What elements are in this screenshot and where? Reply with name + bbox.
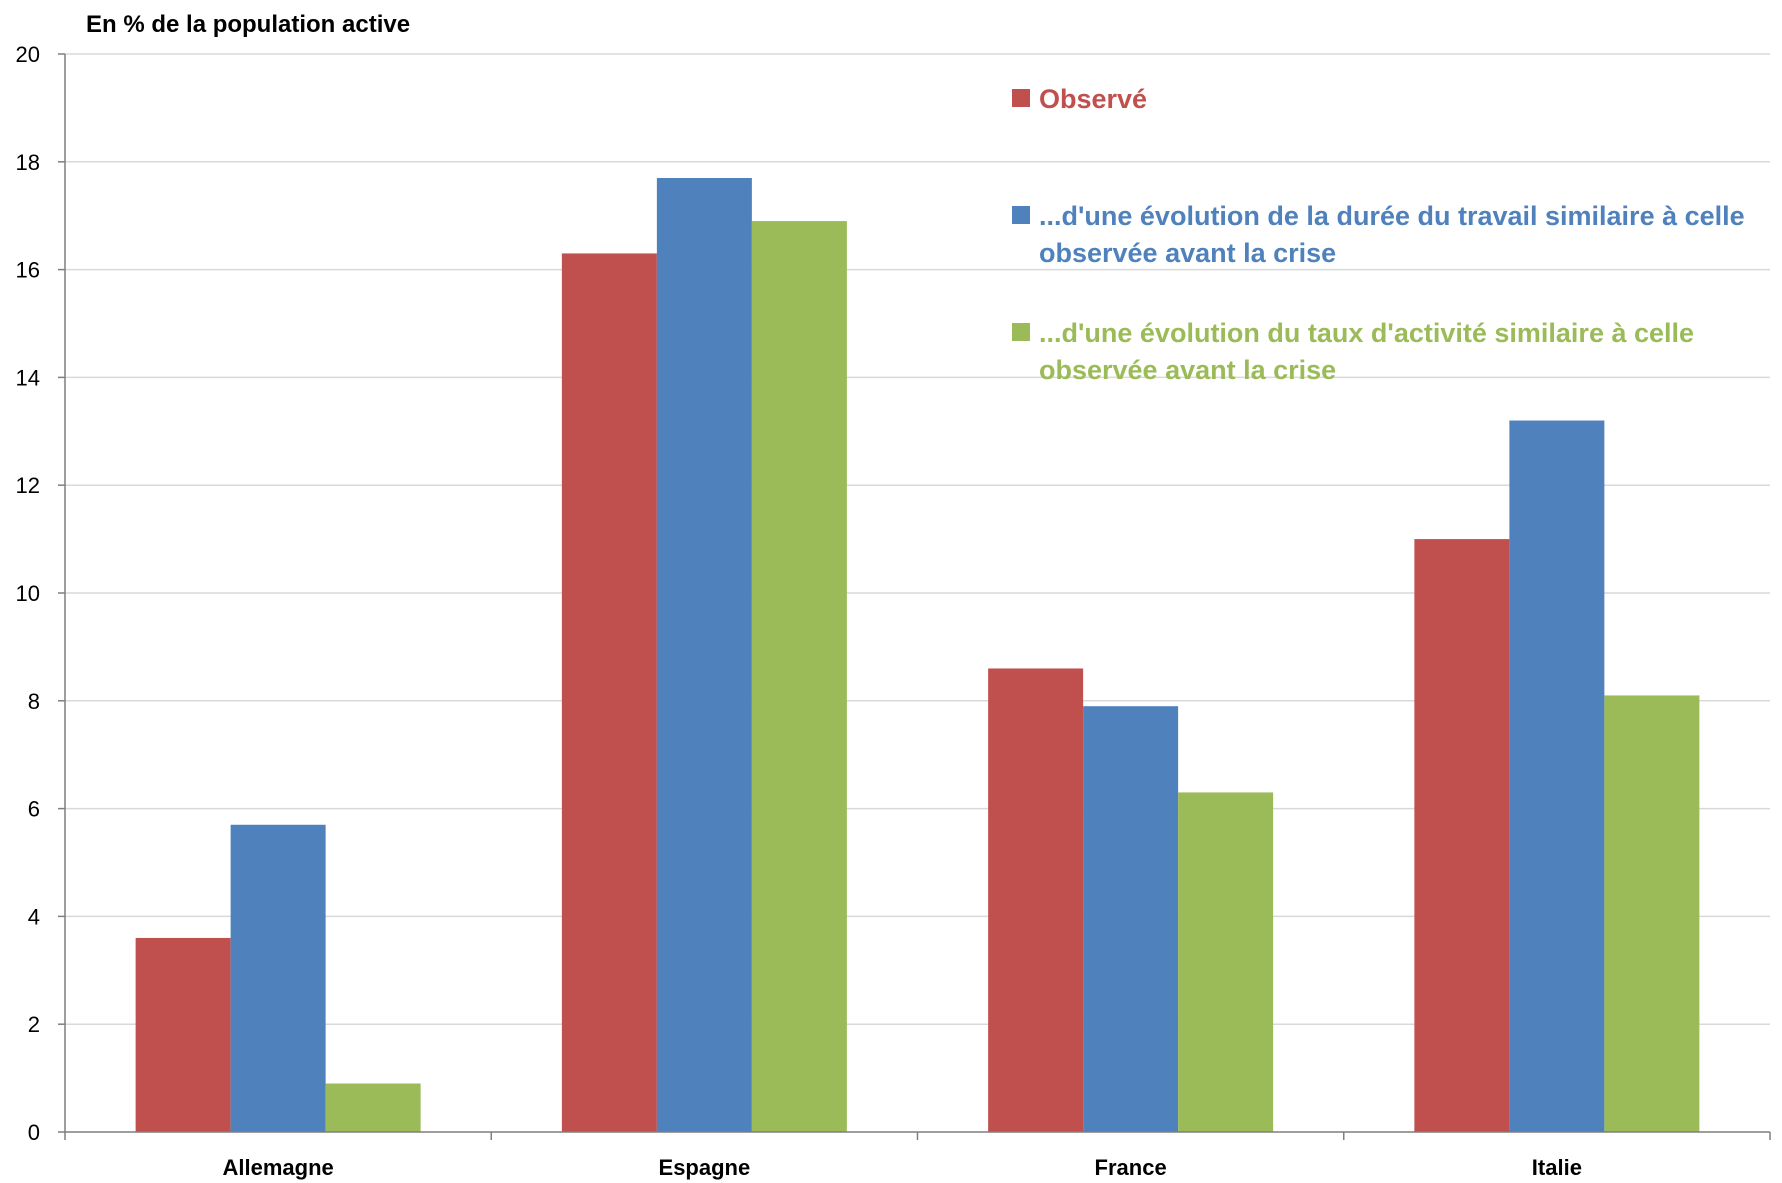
y-tick-label: 18 bbox=[16, 150, 40, 175]
axes bbox=[58, 53, 1771, 1140]
y-tick-label: 10 bbox=[16, 581, 40, 606]
bar-france-series-1 bbox=[988, 668, 1084, 1132]
legend-label-series-3: ...d'une évolution du taux d'activité si… bbox=[1039, 318, 1694, 348]
x-category-label: Espagne bbox=[659, 1155, 751, 1180]
bar-italie-series-3 bbox=[1604, 695, 1700, 1132]
x-category-labels: Allemagne Espagne France Italie bbox=[222, 1155, 1581, 1180]
bar-allemagne-series-2 bbox=[230, 824, 326, 1132]
bar-italie-series-1 bbox=[1414, 539, 1510, 1132]
y-tick-label: 14 bbox=[16, 365, 40, 390]
bar-espagne-series-3 bbox=[751, 221, 847, 1133]
y-tick-label: 8 bbox=[28, 689, 40, 714]
x-category-label: Italie bbox=[1532, 1155, 1582, 1180]
bar-italie-series-2 bbox=[1509, 420, 1605, 1132]
bar-allemagne-series-3 bbox=[325, 1083, 421, 1132]
y-tick-label: 4 bbox=[28, 904, 40, 929]
legend: Observé ...d'une évolution de la durée du… bbox=[1012, 84, 1745, 385]
y-tick-label: 20 bbox=[16, 42, 40, 67]
bar-france-series-2 bbox=[1083, 706, 1179, 1132]
legend-label-series-2: observée avant la crise bbox=[1039, 238, 1336, 268]
legend-label-series-3: observée avant la crise bbox=[1039, 355, 1336, 385]
y-axis-unit-label: En % de la population active bbox=[86, 11, 410, 38]
y-tick-label: 0 bbox=[28, 1120, 40, 1145]
gridlines bbox=[65, 53, 1770, 1025]
bar-espagne-series-2 bbox=[656, 177, 752, 1133]
y-tick-label: 12 bbox=[16, 473, 40, 498]
x-category-label: Allemagne bbox=[222, 1155, 333, 1180]
legend-label-series-1: Observé bbox=[1039, 84, 1147, 114]
y-tick-labels: 0 2 4 6 8 10 12 14 16 18 20 bbox=[16, 42, 40, 1145]
y-tick-label: 2 bbox=[28, 1012, 40, 1037]
y-tick-label: 6 bbox=[28, 797, 40, 822]
bar-france-series-3 bbox=[1178, 792, 1274, 1132]
bar-allemagne-series-1 bbox=[135, 937, 231, 1132]
legend-label-series-2: ...d'une évolution de la durée du travai… bbox=[1039, 201, 1745, 231]
bar-espagne-series-1 bbox=[561, 253, 657, 1132]
legend-swatch-series-1 bbox=[1012, 89, 1030, 107]
legend-swatch-series-3 bbox=[1012, 323, 1030, 341]
y-tick-label: 16 bbox=[16, 258, 40, 283]
legend-swatch-series-2 bbox=[1012, 206, 1030, 224]
x-category-label: France bbox=[1095, 1155, 1167, 1180]
bars bbox=[135, 177, 1700, 1133]
